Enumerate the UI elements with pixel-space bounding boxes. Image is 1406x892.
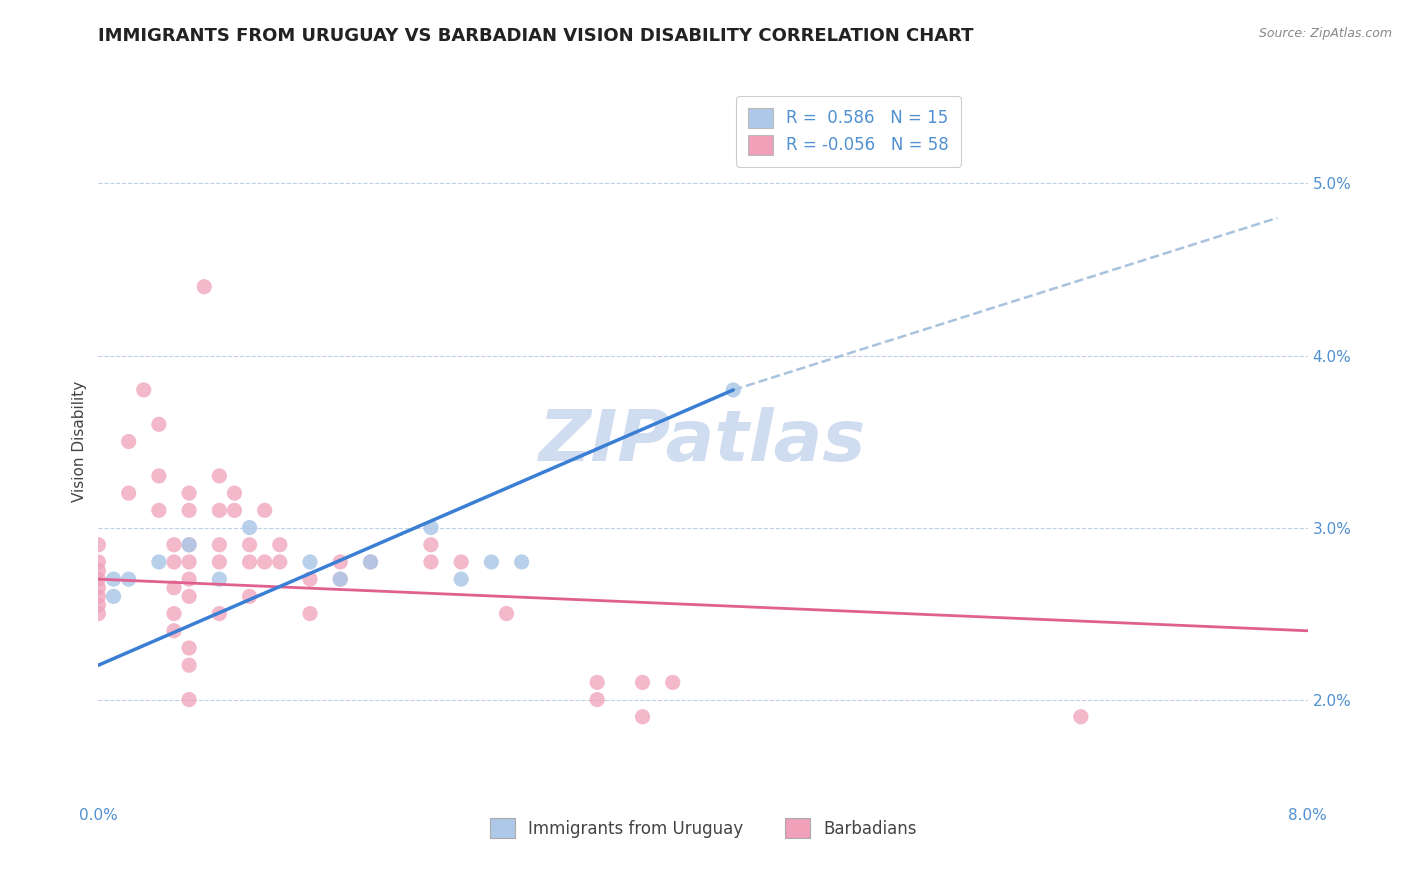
Point	[723, 383, 745, 397]
Point	[163, 624, 186, 638]
Point	[631, 710, 654, 724]
Point	[239, 520, 262, 534]
Point	[224, 503, 246, 517]
Point	[329, 555, 352, 569]
Point	[299, 572, 322, 586]
Point	[329, 572, 352, 586]
Point	[586, 692, 609, 706]
Point	[179, 555, 201, 569]
Point	[103, 572, 125, 586]
Point	[179, 538, 201, 552]
Point	[208, 538, 231, 552]
Point	[163, 581, 186, 595]
Point	[420, 520, 443, 534]
Text: IMMIGRANTS FROM URUGUAY VS BARBADIAN VISION DISABILITY CORRELATION CHART: IMMIGRANTS FROM URUGUAY VS BARBADIAN VIS…	[98, 27, 974, 45]
Point	[179, 590, 201, 604]
Point	[224, 486, 246, 500]
Point	[495, 607, 517, 621]
Point	[193, 279, 215, 293]
Point	[118, 486, 141, 500]
Point	[179, 538, 201, 552]
Point	[299, 607, 322, 621]
Point	[208, 572, 231, 586]
Point	[299, 555, 322, 569]
Point	[208, 607, 231, 621]
Point	[586, 675, 609, 690]
Y-axis label: Vision Disability: Vision Disability	[72, 381, 87, 502]
Point	[103, 590, 125, 604]
Point	[87, 590, 110, 604]
Point	[510, 555, 533, 569]
Point	[208, 469, 231, 483]
Point	[87, 555, 110, 569]
Point	[360, 555, 382, 569]
Point	[148, 417, 170, 432]
Point	[450, 572, 472, 586]
Point	[87, 598, 110, 612]
Point	[163, 538, 186, 552]
Point	[239, 555, 262, 569]
Point	[269, 538, 291, 552]
Text: ZIPatlas: ZIPatlas	[540, 407, 866, 476]
Point	[87, 564, 110, 578]
Point	[329, 572, 352, 586]
Point	[179, 503, 201, 517]
Point	[450, 555, 472, 569]
Point	[239, 538, 262, 552]
Point	[163, 607, 186, 621]
Point	[179, 486, 201, 500]
Point	[360, 555, 382, 569]
Text: Source: ZipAtlas.com: Source: ZipAtlas.com	[1258, 27, 1392, 40]
Point	[118, 572, 141, 586]
Point	[481, 555, 503, 569]
Point	[253, 555, 276, 569]
Point	[87, 607, 110, 621]
Point	[208, 555, 231, 569]
Point	[269, 555, 291, 569]
Legend: Immigrants from Uruguay, Barbadians: Immigrants from Uruguay, Barbadians	[482, 812, 924, 845]
Point	[148, 555, 170, 569]
Point	[132, 383, 155, 397]
Point	[163, 555, 186, 569]
Point	[179, 692, 201, 706]
Point	[420, 555, 443, 569]
Point	[179, 572, 201, 586]
Point	[179, 640, 201, 655]
Point	[239, 590, 262, 604]
Point	[208, 503, 231, 517]
Point	[179, 658, 201, 673]
Point	[87, 572, 110, 586]
Point	[631, 675, 654, 690]
Point	[87, 538, 110, 552]
Point	[253, 503, 276, 517]
Point	[148, 503, 170, 517]
Point	[87, 581, 110, 595]
Point	[148, 469, 170, 483]
Point	[420, 538, 443, 552]
Point	[661, 675, 683, 690]
Point	[118, 434, 141, 449]
Point	[1070, 710, 1092, 724]
